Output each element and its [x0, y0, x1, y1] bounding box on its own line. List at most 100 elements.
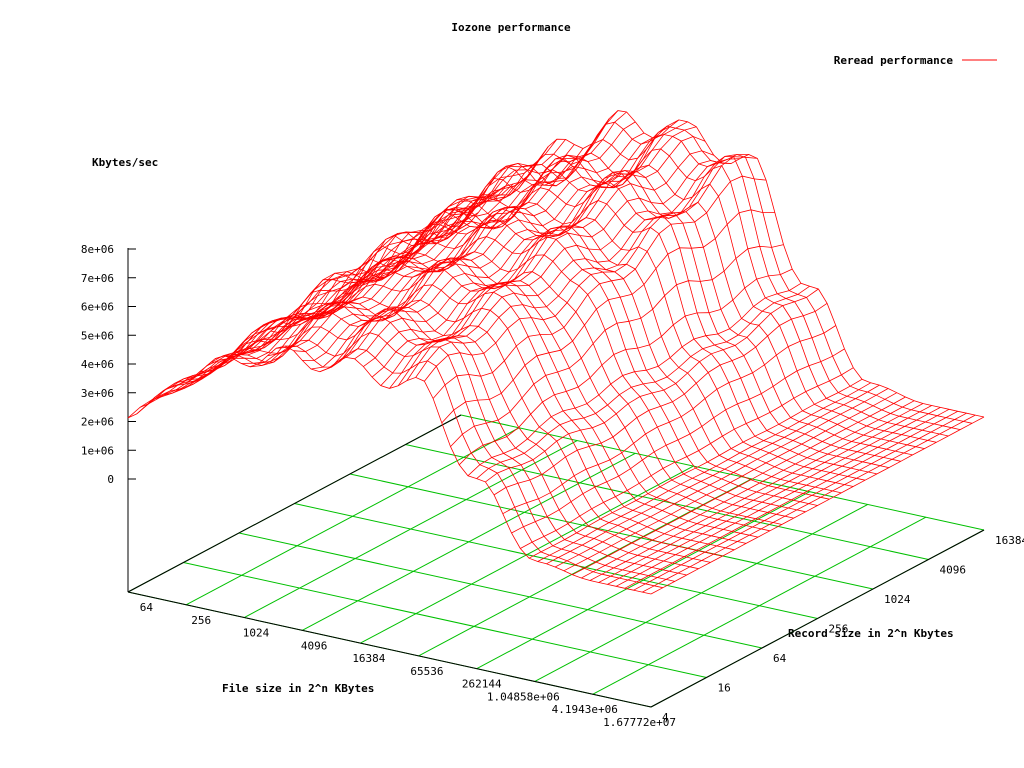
- surface-line-record: [633, 412, 967, 591]
- chart-title: Iozone performance: [451, 21, 571, 34]
- surface-line-record: [363, 126, 697, 367]
- surface-line-record: [293, 111, 627, 353]
- y-axis-label: Record size in 2^n Kbytes: [788, 627, 954, 640]
- surface-line-file: [151, 332, 675, 582]
- surface-line-record: [476, 285, 810, 479]
- y-tick-label: 4: [662, 711, 669, 724]
- surface-line-record: [615, 408, 950, 587]
- y-tick-label: 4096: [940, 564, 967, 577]
- surface-line-record: [528, 378, 863, 559]
- surface-line-record: [624, 410, 958, 589]
- surface-line-record: [650, 416, 985, 595]
- x-tick-label: 256: [191, 614, 211, 627]
- surface-line-file: [306, 219, 830, 500]
- surface-line-record: [310, 132, 645, 370]
- back-axis-line: [127, 414, 462, 593]
- z-tick-label: 8e+06: [81, 243, 114, 256]
- z-axis-label: Kbytes/sec: [92, 156, 158, 169]
- surface-line-record: [267, 131, 601, 357]
- surface-line-record: [581, 400, 915, 579]
- x-tick-label: 1.04858e+06: [487, 690, 560, 703]
- surface-mesh: [127, 110, 985, 595]
- surface-line-record: [520, 367, 854, 549]
- surface-line-record: [223, 138, 558, 357]
- x-tick-label: 1.67772e+07: [603, 716, 676, 729]
- x-tick-label: 4096: [301, 639, 328, 652]
- y-tick-label: 16384: [995, 534, 1024, 547]
- x-tick-label: 1024: [243, 627, 270, 640]
- z-tick-label: 0: [107, 473, 114, 486]
- surface-line-record: [467, 282, 802, 477]
- surface-line-record: [197, 172, 532, 376]
- surface-line-record: [284, 110, 619, 347]
- surface-line-file: [401, 154, 925, 449]
- surface-line-record: [546, 384, 880, 565]
- surface-line-file: [389, 158, 913, 456]
- surface-line-record: [153, 200, 488, 399]
- surface-line-record: [589, 403, 924, 581]
- surface-line-record: [336, 126, 671, 363]
- surface-line-record: [511, 348, 845, 534]
- grid-line-y: [405, 444, 929, 560]
- y-tick-label: 64: [773, 652, 787, 665]
- surface-line-record: [302, 121, 636, 361]
- surface-line-file: [163, 316, 687, 576]
- surface-line-record: [563, 392, 897, 572]
- z-tick-label: 4e+06: [81, 358, 114, 371]
- surface-line-record: [424, 156, 758, 382]
- surface-line-record: [354, 121, 688, 360]
- surface-line-record: [537, 382, 871, 562]
- surface-line-record: [493, 302, 828, 496]
- surface-line-record: [642, 414, 976, 593]
- surface-line-file: [175, 308, 699, 570]
- z-tick-label: 7e+06: [81, 272, 114, 285]
- axes: [127, 248, 985, 708]
- z-tick-label: 6e+06: [81, 301, 114, 314]
- surface-line-record: [598, 405, 932, 583]
- surface-line-record: [380, 150, 714, 386]
- x-axis-line: [127, 591, 652, 708]
- z-tick-label: 1e+06: [81, 444, 114, 457]
- surface-line-record: [397, 162, 732, 386]
- legend-label: Reread performance: [834, 54, 954, 67]
- x-axis-label: File size in 2^n KBytes: [222, 682, 374, 695]
- surface-line-record: [171, 186, 505, 387]
- surface-line-record: [485, 288, 819, 483]
- surface-line-record: [389, 160, 723, 389]
- y-tick-label: 16: [718, 682, 731, 695]
- surface-line-record: [607, 407, 941, 585]
- y-tick-label: 256: [829, 623, 849, 636]
- grid-line-y: [238, 532, 763, 649]
- surface-line-record: [450, 244, 784, 447]
- surface-line-record: [458, 268, 793, 466]
- grid-line-y: [460, 414, 985, 531]
- surface-line-record: [319, 137, 653, 373]
- surface-line-record: [406, 158, 740, 381]
- surface-line-record: [215, 146, 549, 359]
- surface-line-record: [180, 183, 514, 385]
- x-tick-label: 262144: [462, 678, 502, 691]
- surface-line-record: [502, 325, 837, 515]
- tick-labels: 0 1e+06 2e+06 3e+06 4e+06 5e+06 6e+06 7e+06 8e+0…: [81, 243, 1024, 729]
- surface-line-record: [415, 154, 749, 378]
- z-tick-label: 5e+06: [81, 329, 114, 342]
- surface-line-file: [127, 345, 652, 595]
- surface-line-record: [345, 119, 680, 358]
- surface-line-record: [206, 159, 540, 367]
- x-tick-label: 65536: [410, 665, 443, 678]
- grid-line-y: [349, 473, 874, 590]
- surface-line-record: [432, 175, 767, 399]
- grid-line-y: [183, 562, 707, 678]
- surface-line-record: [188, 181, 523, 382]
- z-tick-label: 2e+06: [81, 416, 114, 429]
- surface-line-record: [572, 396, 906, 576]
- x-tick-label: 4.1943e+06: [552, 703, 618, 716]
- surface-line-record: [441, 209, 775, 424]
- x-tick-label: 64: [140, 601, 154, 614]
- surface-line-file: [246, 258, 770, 532]
- surface-line-record: [241, 144, 575, 364]
- x-tick-label: 16384: [352, 652, 385, 665]
- y-axis-line: [650, 529, 985, 708]
- y-tick-label: 1024: [884, 593, 911, 606]
